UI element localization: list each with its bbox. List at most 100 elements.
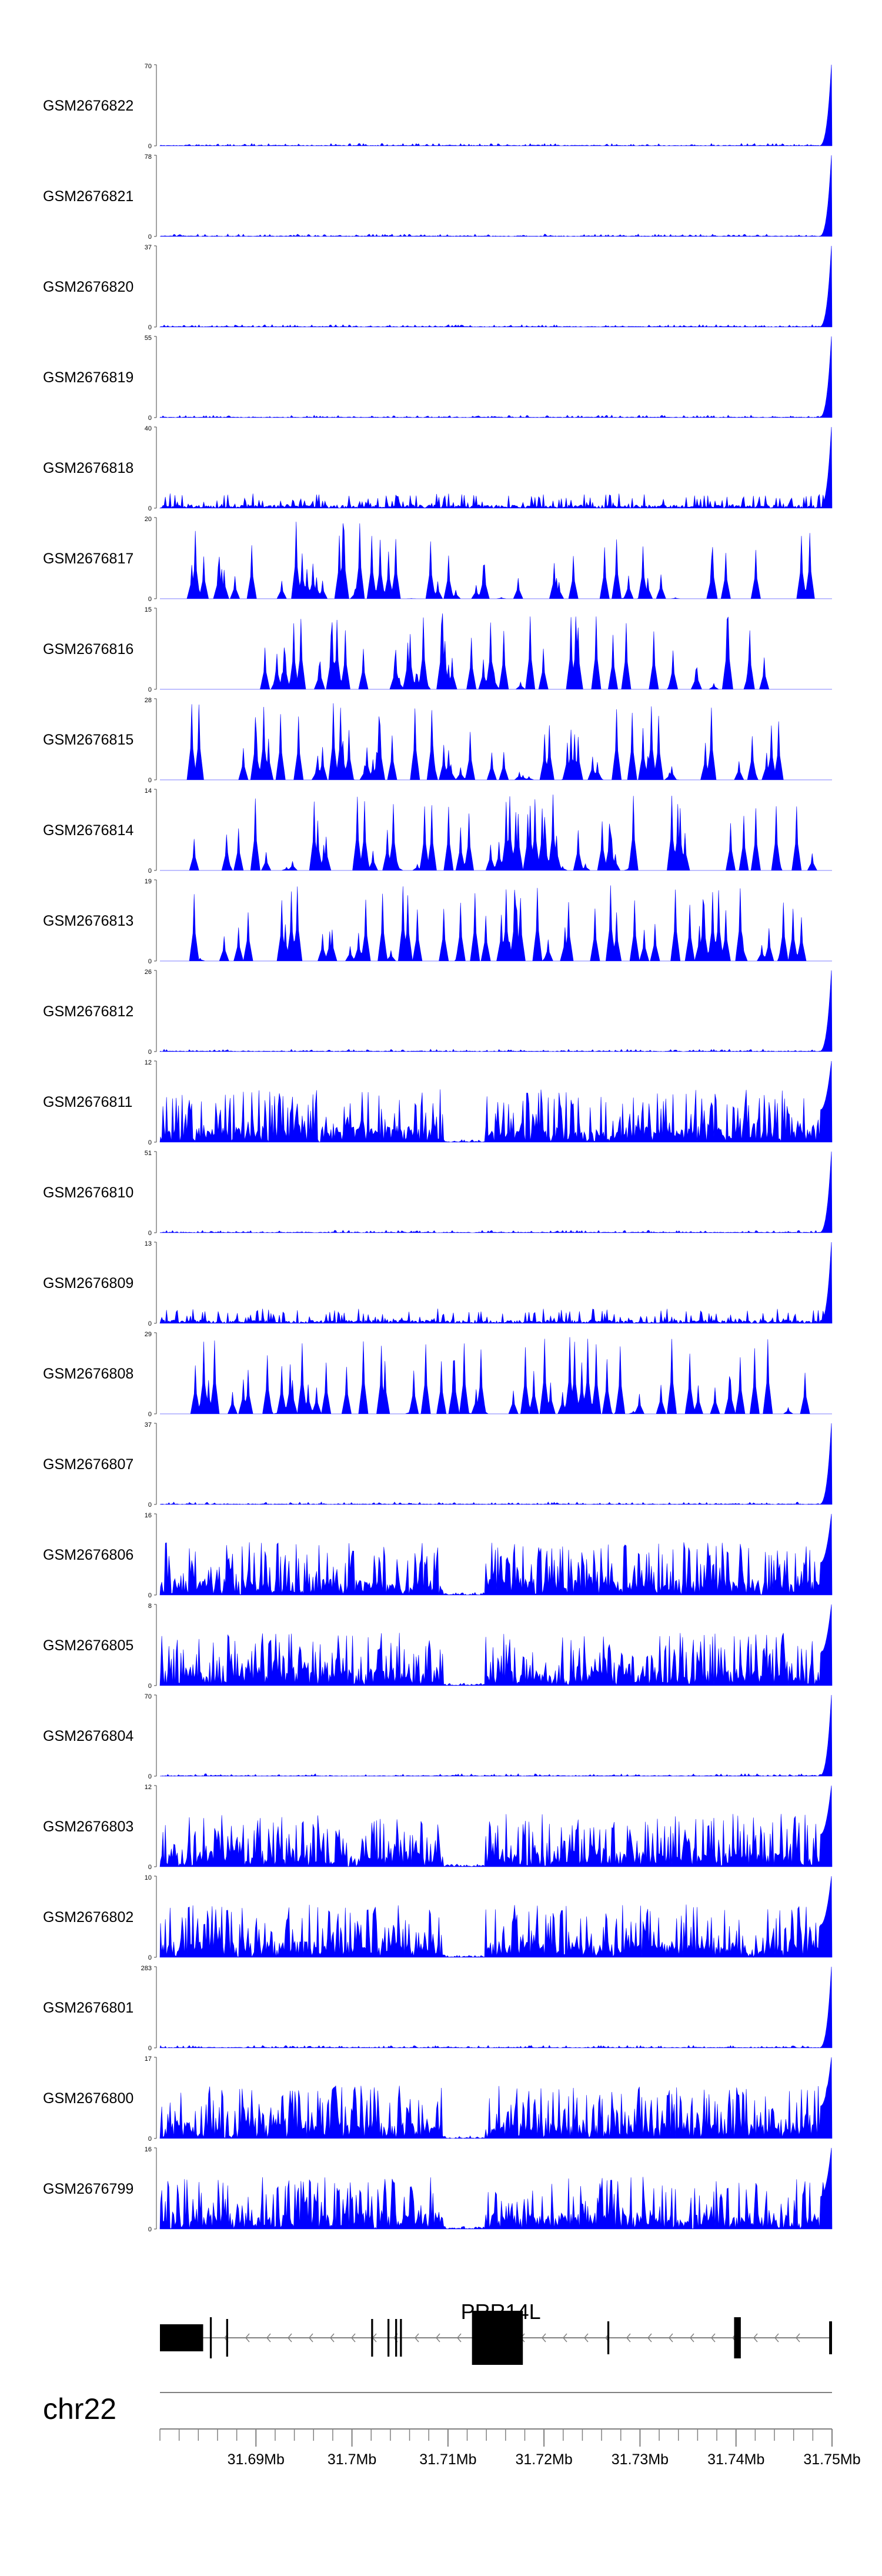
y-tick-label-min: 0 — [148, 2135, 152, 2143]
coverage-area — [159, 2057, 833, 2139]
exon-6 — [395, 2319, 397, 2357]
track-GSM2676814: GSM2676814 14 0 — [43, 788, 832, 875]
y-tick-label-max: 20 — [145, 516, 152, 523]
coverage-area — [159, 245, 833, 328]
exon-7 — [400, 2319, 402, 2357]
strand-arrow — [330, 2333, 335, 2343]
x-tick-label: 31.72Mb — [515, 2451, 572, 2468]
track-GSM2676818: GSM2676818 40 0 — [43, 425, 833, 512]
coverage-area — [159, 64, 833, 146]
track-label: GSM2676799 — [43, 2181, 133, 2197]
y-tick-label-min: 0 — [148, 596, 152, 603]
strand-arrow — [669, 2333, 673, 2343]
y-tick-label-min: 0 — [148, 233, 152, 241]
exon-1 — [160, 2324, 203, 2351]
strand-arrow — [584, 2333, 589, 2343]
track-GSM2676809: GSM2676809 13 0 — [43, 1240, 833, 1327]
y-tick-label-max: 16 — [145, 1512, 152, 1519]
y-tick-label-max: 37 — [145, 244, 152, 251]
y-tick-label-max: 70 — [145, 1693, 152, 1700]
track-label: GSM2676817 — [43, 550, 133, 567]
exon-11 — [829, 2321, 832, 2354]
track-label: GSM2676822 — [43, 98, 133, 114]
track-GSM2676802: GSM2676802 10 0 — [43, 1874, 833, 1961]
y-tick-label-max: 283 — [141, 1965, 152, 1972]
track-GSM2676811: GSM2676811 12 0 — [43, 1059, 833, 1146]
y-tick-label-max: 55 — [145, 335, 152, 342]
track-GSM2676808: GSM2676808 29 0 — [43, 1331, 832, 1418]
strand-arrow — [415, 2333, 419, 2343]
strand-arrow — [753, 2333, 758, 2343]
y-tick-label-min: 0 — [148, 1230, 152, 1237]
strand-arrow — [309, 2333, 313, 2343]
y-tick-label-max: 13 — [145, 1240, 152, 1247]
exon-10 — [734, 2317, 741, 2358]
y-tick-label-max: 14 — [145, 788, 152, 795]
coverage-area — [159, 155, 833, 237]
y-tick-label-min: 0 — [148, 1411, 152, 1418]
coverage-area — [159, 1876, 833, 1958]
chromosome-label: chr22 — [43, 2393, 116, 2425]
track-GSM2676821: GSM2676821 78 0 — [43, 154, 833, 241]
track-label: GSM2676821 — [43, 188, 133, 205]
strand-arrow — [288, 2333, 292, 2343]
track-label: GSM2676801 — [43, 2000, 133, 2016]
track-label: GSM2676803 — [43, 1818, 133, 1835]
y-tick-label-max: 12 — [145, 1059, 152, 1066]
coverage-area — [159, 1060, 833, 1143]
track-GSM2676819: GSM2676819 55 0 — [43, 335, 833, 422]
coverage-area — [159, 1785, 833, 1867]
strand-arrow — [436, 2333, 440, 2343]
strand-arrow — [796, 2333, 800, 2343]
x-tick-label: 31.71Mb — [419, 2451, 476, 2468]
coverage-tracks: GSM2676822700GSM2676821780GSM2676820370G… — [43, 63, 833, 2233]
strand-arrow — [563, 2333, 567, 2343]
strand-arrow — [266, 2333, 271, 2343]
coverage-area — [159, 1513, 833, 1596]
y-tick-label-max: 8 — [148, 1603, 152, 1610]
exon-4 — [371, 2319, 373, 2357]
y-tick-label-max: 19 — [145, 878, 152, 885]
y-tick-label-max: 15 — [145, 606, 152, 613]
gene-annotation-track: PRR14L — [160, 2300, 832, 2365]
y-tick-label-min: 0 — [148, 1954, 152, 1961]
y-tick-label-min: 0 — [148, 1592, 152, 1599]
track-GSM2676800: GSM2676800 17 0 — [43, 2056, 833, 2143]
coverage-area — [160, 885, 832, 962]
y-tick-label-max: 51 — [145, 1150, 152, 1157]
y-tick-label-min: 0 — [148, 1320, 152, 1327]
coverage-area — [160, 522, 832, 599]
y-tick-label-min: 0 — [148, 867, 152, 875]
track-label: GSM2676819 — [43, 369, 133, 386]
track-label: GSM2676814 — [43, 822, 133, 839]
y-tick-label-min: 0 — [148, 415, 152, 422]
exon-3 — [226, 2319, 228, 2357]
coverage-area — [159, 2147, 833, 2230]
track-label: GSM2676816 — [43, 641, 133, 658]
y-tick-label-min: 0 — [148, 777, 152, 784]
y-tick-label-max: 29 — [145, 1331, 152, 1338]
coverage-area — [160, 703, 832, 780]
strand-arrow — [711, 2333, 716, 2343]
track-label: GSM2676806 — [43, 1547, 133, 1563]
track-label: GSM2676805 — [43, 1637, 133, 1654]
track-GSM2676815: GSM2676815 28 0 — [43, 697, 832, 784]
y-tick-label-min: 0 — [148, 1683, 152, 1690]
strand-arrow — [351, 2333, 356, 2343]
track-label: GSM2676802 — [43, 1909, 133, 1926]
track-label: GSM2676812 — [43, 1003, 133, 1020]
track-GSM2676816: GSM2676816 15 0 — [43, 606, 832, 693]
track-GSM2676806: GSM2676806 16 0 — [43, 1512, 833, 1599]
y-tick-label-min: 0 — [148, 2226, 152, 2233]
track-label: GSM2676813 — [43, 913, 133, 929]
y-tick-label-max: 70 — [145, 63, 152, 70]
y-tick-label-min: 0 — [148, 1049, 152, 1056]
strand-arrow — [626, 2333, 631, 2343]
coverage-area — [160, 1337, 832, 1414]
x-tick-label: 31.74Mb — [707, 2451, 764, 2468]
track-GSM2676801: GSM2676801 283 0 — [43, 1965, 833, 2052]
y-tick-label-min: 0 — [148, 505, 152, 512]
coverage-area — [159, 1242, 833, 1324]
coverage-area — [159, 970, 833, 1052]
coverage-area — [160, 613, 832, 690]
